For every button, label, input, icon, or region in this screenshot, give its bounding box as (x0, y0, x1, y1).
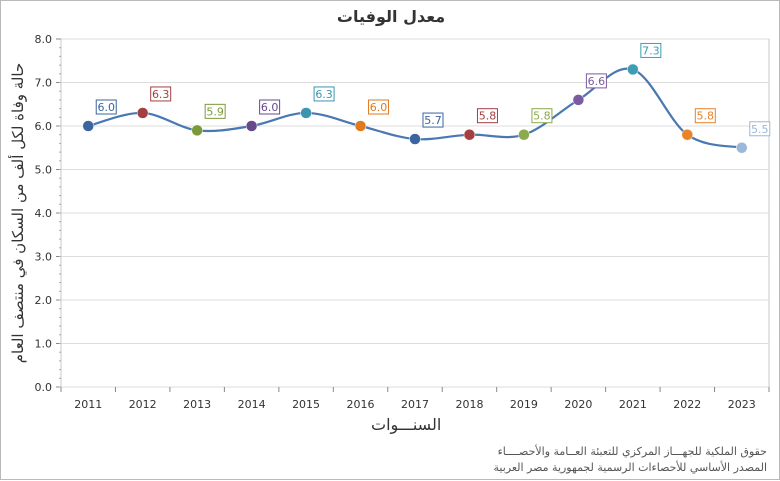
data-label-box (585, 73, 607, 89)
x-tick-label: 2021 (619, 398, 647, 411)
data-label-box (694, 108, 716, 124)
data-points (82, 63, 748, 154)
y-tick-label: 3.0 (35, 251, 53, 264)
data-point (245, 120, 258, 132)
x-tick-label: 2012 (129, 398, 157, 411)
data-label: 6.6 (588, 75, 606, 88)
grid-lines (60, 38, 770, 388)
data-label: 5.5 (751, 123, 769, 136)
data-label: 5.8 (479, 110, 497, 123)
data-point (354, 120, 367, 132)
data-label: 5.9 (206, 105, 224, 118)
data-point (300, 107, 312, 119)
data-label-box (150, 86, 172, 102)
data-label-box (749, 121, 771, 137)
x-tick-label: 2017 (401, 398, 429, 411)
data-label-box (476, 108, 498, 124)
data-label: 5.8 (697, 110, 715, 123)
data-label: 6.3 (152, 88, 170, 101)
data-label-box (368, 99, 390, 115)
x-tick-label: 2020 (564, 398, 592, 411)
data-label: 6.0 (370, 101, 388, 114)
data-label: 5.7 (424, 114, 442, 127)
data-label: 6.3 (315, 88, 333, 101)
data-point (518, 128, 530, 141)
y-tick-label: 1.0 (35, 338, 53, 351)
data-labels: 6.0 6.3 5.9 6.0 6.3 6.0 5.7 5.8 5.8 6.6 7.3 5.8 5.5 (95, 42, 771, 137)
x-tick-label: 2014 (238, 398, 266, 411)
y-tick-label: 6.0 (35, 120, 53, 133)
data-label-box (259, 99, 281, 115)
data-point (191, 124, 203, 137)
x-tick-label: 2022 (673, 398, 701, 411)
x-tick-label: 2013 (183, 398, 211, 411)
data-point (572, 94, 585, 106)
data-point (627, 63, 639, 76)
data-point (736, 142, 748, 154)
y-tick-label: 0.0 (35, 381, 53, 394)
data-label-box (204, 103, 226, 119)
x-tick-label: 2023 (728, 398, 756, 411)
axes: 0.0 1.0 2.0 3.0 4.0 5.0 6.0 7.0 8.0 2011 2012 2013 2… (35, 33, 770, 411)
x-axis-title: السنـــوات (371, 415, 442, 434)
data-label-box (95, 99, 117, 115)
x-tick-label: 2018 (455, 398, 483, 411)
y-tick-label: 7.0 (35, 77, 53, 90)
data-label-box (313, 86, 335, 102)
chart-title: معدل الوفيات (336, 7, 446, 26)
data-point (681, 128, 694, 141)
data-label: 5.8 (533, 110, 551, 123)
data-label: 6.0 (261, 101, 279, 114)
footer-copyright: حقوق الملكية للجهـــاز المركزي للتعبئة ا… (497, 445, 767, 458)
data-label-box (531, 108, 553, 124)
data-label: 6.0 (97, 101, 115, 114)
y-tick-label: 5.0 (35, 164, 53, 177)
y-tick-label: 4.0 (35, 207, 53, 220)
y-axis-title: حالة وفاة لكل ألف من السكان في منتصف الع… (9, 62, 27, 364)
data-point (409, 133, 421, 145)
data-label-box (422, 112, 444, 128)
data-point (136, 107, 149, 119)
x-tick-label: 2015 (292, 398, 320, 411)
x-tick-label: 2016 (347, 398, 375, 411)
y-tick-label: 8.0 (35, 33, 53, 46)
y-tick-label: 2.0 (35, 294, 53, 307)
footer-source: المصدر الأساسي للأحصاءات الرسمية لجمهوري… (493, 461, 767, 474)
x-tick-label: 2011 (74, 398, 102, 411)
data-label-box (640, 42, 662, 58)
data-label: 7.3 (642, 44, 660, 57)
x-tick-label: 2019 (510, 398, 538, 411)
data-point (463, 128, 476, 141)
data-point (82, 120, 94, 132)
